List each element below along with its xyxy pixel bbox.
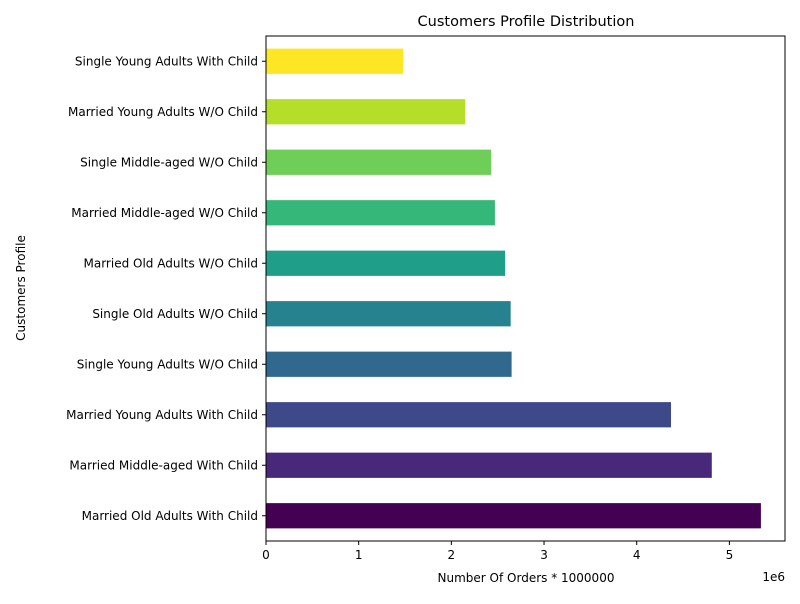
- x-tick-label: 4: [633, 548, 641, 562]
- bars-group: [266, 48, 761, 529]
- bar-9: [266, 99, 466, 125]
- y-tick-label: Single Young Adults With Child: [75, 54, 258, 68]
- y-tick-label: Married Young Adults W/O Child: [68, 105, 258, 119]
- y-tick-label: Married Middle-aged With Child: [69, 458, 258, 472]
- y-tick-label: Married Young Adults With Child: [66, 408, 258, 422]
- plot-frame: [265, 35, 786, 542]
- y-tick-label: Married Middle-aged W/O Child: [71, 206, 258, 220]
- y-tick-label: Single Middle-aged W/O Child: [80, 155, 258, 169]
- y-tick-label: Single Old Adults W/O Child: [92, 307, 258, 321]
- bar-6: [266, 250, 506, 276]
- y-tick-label: Single Young Adults W/O Child: [77, 357, 258, 371]
- x-axis-offset-label: 1e6: [762, 570, 785, 584]
- bar-1: [266, 503, 761, 529]
- bar-3: [266, 402, 672, 428]
- x-tick-label: 0: [262, 548, 270, 562]
- bar-10: [266, 48, 404, 74]
- x-axis-ticks: 0 1 2 3 4 5: [262, 541, 733, 562]
- x-tick-label: 1: [355, 548, 363, 562]
- chart-title: Customers Profile Distribution: [418, 14, 635, 30]
- x-tick-label: 3: [540, 548, 548, 562]
- y-tick-label: Married Old Adults W/O Child: [84, 256, 259, 270]
- bar-7: [266, 200, 495, 226]
- x-tick-label: 2: [448, 548, 456, 562]
- y-axis-title: Customers Profile: [14, 235, 28, 341]
- x-axis-title: Number Of Orders * 1000000: [438, 571, 615, 585]
- bar-5: [266, 301, 511, 327]
- y-tick-label: Married Old Adults With Child: [82, 509, 258, 523]
- bar-2: [266, 452, 712, 478]
- x-tick-label: 5: [726, 548, 734, 562]
- y-axis-ticks: Married Old Adults With Child Married Mid…: [66, 54, 266, 523]
- bar-4: [266, 351, 512, 377]
- bar-8: [266, 149, 492, 175]
